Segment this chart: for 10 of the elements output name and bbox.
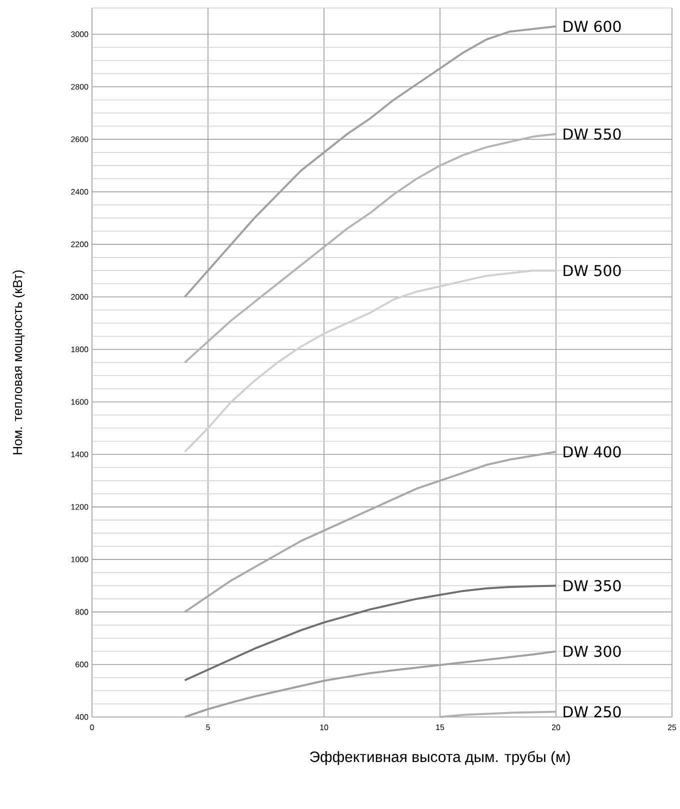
series-label: DW 250 bbox=[564, 706, 621, 718]
series-label: DW 550 bbox=[564, 128, 621, 140]
series-label: DW 500 bbox=[564, 264, 621, 276]
y-axis-title: Ном. тепловая мощность (кВт) bbox=[12, 270, 25, 454]
x-axis-title: Эффективная высота дым. трубы (м) bbox=[310, 751, 570, 766]
series-label: DW 600 bbox=[564, 20, 621, 32]
series-label: DW 400 bbox=[564, 446, 621, 458]
series-label: DW 350 bbox=[564, 580, 621, 592]
series-label: DW 300 bbox=[564, 646, 621, 658]
line-series bbox=[184, 270, 558, 453]
